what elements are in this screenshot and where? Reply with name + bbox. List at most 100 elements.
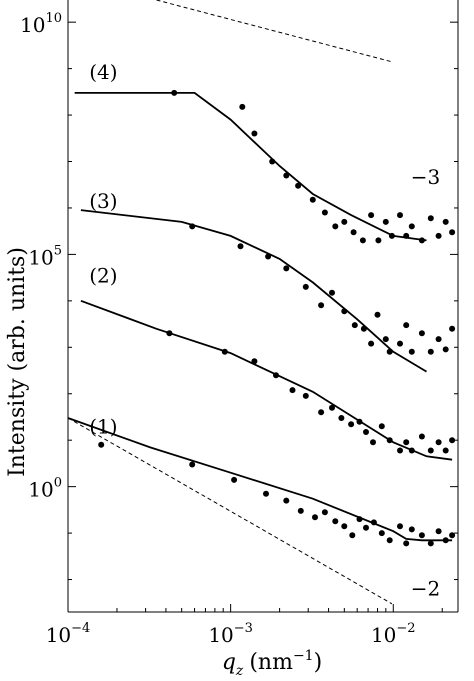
y-tick-label-exp: 10 [45,11,62,26]
data-point [302,283,309,290]
data-point [189,223,196,230]
y-tick-label-exp: 5 [54,243,62,258]
data-point [265,253,272,260]
data-point [427,540,434,547]
data-point [427,348,434,355]
data-point [269,158,276,165]
y-tick-label: 100 [28,476,62,502]
data-point [442,537,449,544]
data-point [318,409,325,416]
slope-guide-label: −2 [411,577,440,601]
data-point [368,212,375,219]
y-tick-label-base: 10 [20,13,45,37]
data-point [221,348,228,355]
fit-curve [80,299,453,461]
series-label: (4) [89,60,117,84]
data-point [166,330,173,337]
x-tick-label-base: 10 [371,623,396,647]
data-point [388,232,395,239]
data-point [332,223,339,230]
data-point [283,497,290,504]
data-point [368,340,375,347]
data-point [403,322,410,329]
data-point [318,302,325,309]
data-point [408,348,415,355]
data-point [251,358,258,365]
data-point [273,372,279,379]
data-point [359,237,366,244]
y-tick-label-base: 10 [28,245,53,269]
y-tick-label-base: 10 [28,478,53,502]
data-point [302,392,309,399]
data-point [295,182,302,189]
data-point [370,439,376,446]
data-point [297,507,304,514]
data-point [397,212,403,219]
fit-curves [67,92,453,542]
data-point [418,330,425,337]
data-point [289,387,296,394]
x-axis-unit-exp: −1 [293,648,314,664]
data-point [418,532,425,539]
data-point [375,237,382,244]
tick-marks [67,21,458,612]
data-point [449,437,456,444]
curve-labels: (1) (2) (3) (4) [89,60,117,438]
fit-curve [74,92,427,242]
data-point [397,447,403,454]
data-point [321,509,328,516]
data-point [435,528,442,535]
data-point [98,441,105,448]
x-tick-label-exp: −4 [71,621,90,636]
data-point [378,530,385,537]
data-point [189,461,196,468]
plot-frame [67,0,459,613]
data-point [239,103,246,110]
data-point [442,447,449,454]
data-point [370,519,377,526]
data-point [378,423,385,430]
data-point [403,439,410,446]
data-point [321,209,328,216]
data-points [98,89,456,547]
data-point [263,490,269,497]
data-point [418,237,425,244]
x-tick-label: 10−4 [46,621,91,647]
data-point [427,447,434,454]
fit-curve [67,417,453,542]
data-point [341,308,348,315]
data-point [403,540,410,547]
y-tick-label: 1010 [20,11,62,37]
data-point [408,223,415,230]
x-tick-label: 10−3 [208,621,253,647]
x-tick-label-base: 10 [208,623,233,647]
x-tick-labels: 10−4 10−3 10−2 [46,621,416,647]
data-point [382,218,389,225]
data-point [356,418,363,425]
data-point [283,265,290,272]
data-point [397,523,403,530]
series-label: (2) [89,263,117,287]
data-point [329,404,335,411]
data-point [449,229,456,236]
data-point [283,172,290,179]
data-point [435,439,442,446]
y-tick-label: 105 [28,243,62,269]
data-point [382,336,389,343]
data-point [356,516,363,523]
data-point [332,518,339,525]
data-point [442,346,449,353]
x-axis-title: qz (nm−1) [222,648,322,679]
data-point [309,196,316,203]
data-point [360,325,367,332]
data-point [341,523,348,530]
x-axis-unit-open: (nm [249,650,293,675]
data-point [363,429,369,435]
data-point [363,524,369,531]
data-point [386,348,393,355]
data-point [348,421,355,428]
data-point [251,130,258,137]
x-tick-label-exp: −2 [396,621,415,636]
